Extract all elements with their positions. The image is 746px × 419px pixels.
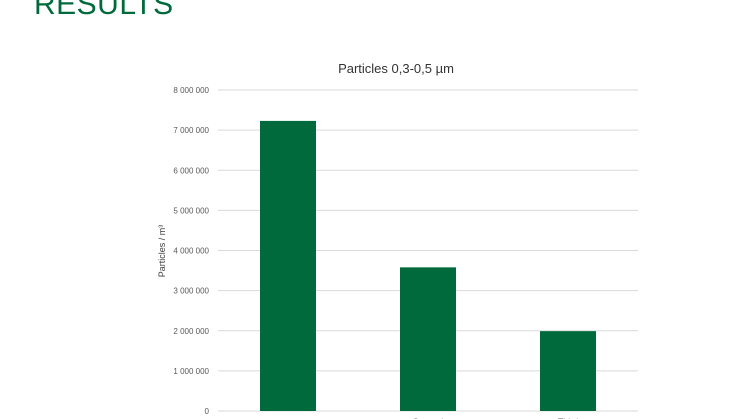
y-tick-label: 7 000 000 <box>173 126 209 135</box>
bar <box>400 267 456 411</box>
y-tick-label: 6 000 000 <box>173 166 209 175</box>
x-tick-label: Second <box>413 417 444 419</box>
slide-heading: RESULTS <box>34 0 174 21</box>
y-tick-label: 8 000 000 <box>173 86 209 95</box>
chart-title: Particles 0,3-0,5 µm <box>338 61 454 76</box>
y-tick-label: 3 000 000 <box>173 287 209 296</box>
x-tick-labels: Second Third <box>413 417 579 419</box>
y-tick-label: 4 000 000 <box>173 247 209 256</box>
y-tick-label: 1 000 000 <box>173 367 209 376</box>
x-tick-label: Third <box>558 417 579 419</box>
y-axis-label: Particles / m³ <box>157 225 167 278</box>
y-tick-label: 2 000 000 <box>173 327 209 336</box>
y-tick-label: 0 <box>205 407 210 416</box>
bar <box>540 331 596 411</box>
bar <box>260 120 316 412</box>
y-tick-labels: 0 1 000 000 2 000 000 3 000 000 4 000 000 5 0… <box>173 86 209 416</box>
bars <box>260 120 596 412</box>
y-tick-label: 5 000 000 <box>173 206 209 215</box>
